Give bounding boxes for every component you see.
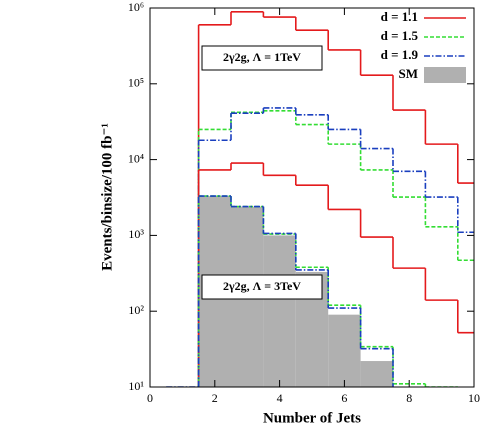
- y-tick-label: 10¹: [128, 379, 144, 393]
- y-tick-label: 10⁶: [128, 0, 144, 14]
- x-tick-label: 0: [147, 391, 153, 405]
- legend-label: d = 1.5: [381, 28, 419, 43]
- histogram-bar: [360, 361, 393, 387]
- x-tick-label: 8: [406, 391, 412, 405]
- x-tick-label: 6: [341, 391, 347, 405]
- annotation: 2γ2g, Λ = 1TeV: [223, 50, 301, 64]
- x-tick-label: 10: [468, 391, 480, 405]
- annotation-box: [201, 274, 323, 300]
- x-axis-title: Number of Jets: [263, 410, 361, 426]
- histogram-bar: [263, 235, 296, 387]
- legend-label: SM: [399, 66, 419, 81]
- y-tick-label: 10⁵: [128, 76, 144, 90]
- annotation: 2γ2g, Λ = 3TeV: [223, 279, 301, 293]
- annotation-box: [201, 45, 323, 71]
- y-tick-label: 10³: [128, 227, 144, 241]
- histogram-bar: [328, 314, 361, 387]
- plot-frame: [149, 7, 475, 388]
- x-tick-label: 4: [277, 391, 283, 405]
- legend-label: d = 1.9: [381, 47, 419, 62]
- legend-label: d = 1.1: [381, 9, 418, 24]
- y-axis-title: Events/binsize/100 fb⁻¹: [99, 123, 115, 271]
- y-tick-label: 10²: [128, 303, 144, 317]
- x-tick-label: 2: [212, 391, 218, 405]
- legend-swatch: [424, 67, 466, 83]
- y-tick-label: 10⁴: [128, 151, 144, 165]
